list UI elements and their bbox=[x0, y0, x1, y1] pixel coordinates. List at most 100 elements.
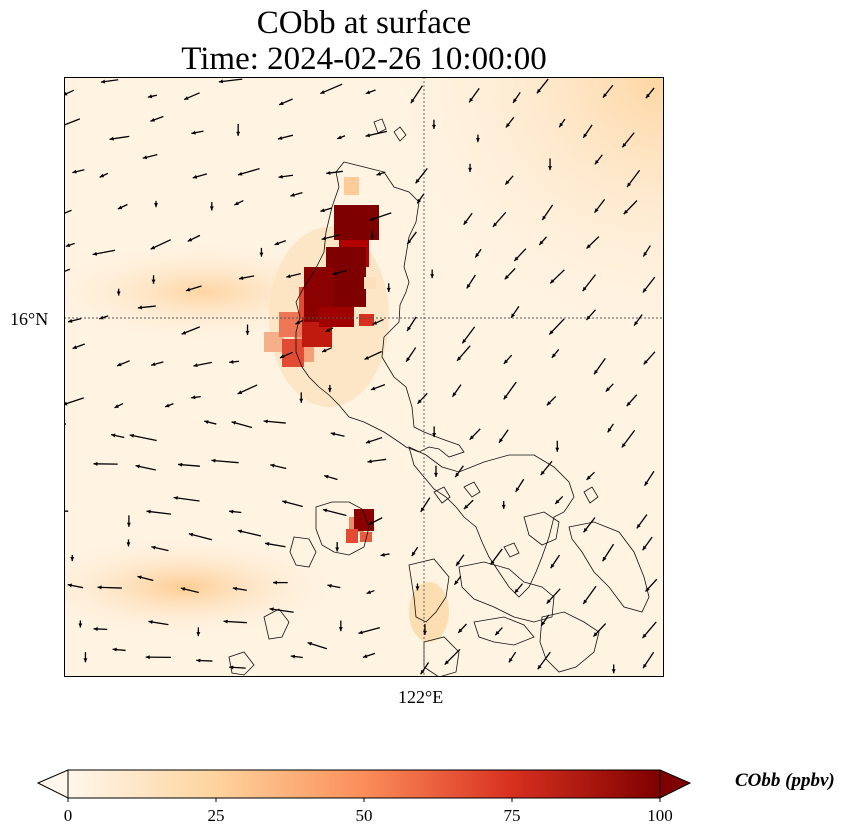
wind-arrow-head bbox=[503, 394, 508, 400]
wind-arrow-head bbox=[559, 122, 564, 128]
wind-arrow-head bbox=[367, 459, 372, 464]
wind-arrow-head bbox=[188, 532, 194, 537]
wind-arrow-head bbox=[358, 630, 363, 635]
wind-arrow-head bbox=[270, 463, 275, 468]
wind-arrow-head bbox=[192, 174, 198, 179]
wind-arrow-head bbox=[434, 472, 438, 477]
wind-arrow-head bbox=[100, 79, 106, 84]
wind-arrow-head bbox=[457, 356, 462, 361]
wind-arrow-head bbox=[93, 461, 98, 466]
wind-arrow-head bbox=[307, 641, 313, 646]
wind-arrow-head bbox=[501, 504, 506, 509]
wind-arrow-head bbox=[468, 167, 473, 172]
wind-arrow-head bbox=[330, 432, 336, 436]
wind-arrow-shaft bbox=[129, 434, 157, 442]
wind-arrow-head bbox=[623, 209, 628, 215]
wind-arrow-head bbox=[368, 521, 374, 525]
latitude-tick-label: 16°N bbox=[10, 309, 49, 329]
wind-arrow-head bbox=[514, 588, 519, 594]
wind-arrow-head bbox=[150, 117, 155, 122]
wind-arrow-head bbox=[505, 180, 510, 185]
wind-arrow-head bbox=[644, 481, 649, 486]
wind-arrow-head bbox=[265, 542, 270, 546]
wind-arrow-head bbox=[594, 159, 599, 165]
wind-arrow-head bbox=[237, 171, 243, 176]
wind-arrow-head bbox=[583, 133, 588, 138]
wind-arrow-head bbox=[83, 658, 88, 663]
wind-arrow-head bbox=[150, 245, 156, 250]
longitude-tick-label: 122°E bbox=[398, 687, 444, 707]
wind-arrow-head bbox=[548, 166, 553, 171]
wind-arrow-head bbox=[372, 320, 378, 325]
wind-arrow-head bbox=[622, 142, 627, 148]
map-panel bbox=[64, 77, 664, 677]
wind-arrow-shaft bbox=[64, 209, 72, 215]
wind-arrow-head bbox=[537, 664, 542, 670]
wind-arrow-head bbox=[444, 660, 449, 665]
wind-arrow-head bbox=[322, 348, 327, 353]
wind-arrow-head bbox=[277, 136, 283, 140]
wind-arrow-head bbox=[621, 443, 626, 448]
colorbar-gradient bbox=[67, 769, 661, 799]
wind-arrow-head bbox=[417, 399, 422, 404]
wind-arrow-head bbox=[582, 286, 587, 292]
wind-arrow-head bbox=[594, 208, 599, 213]
wind-arrow-head bbox=[238, 276, 244, 280]
wind-arrow-head bbox=[513, 98, 517, 103]
wind-arrow-head bbox=[642, 545, 647, 551]
wind-arrow-head bbox=[490, 560, 495, 565]
wind-arrow-head bbox=[586, 315, 591, 320]
wind-arrow-head bbox=[611, 669, 616, 674]
wind-arrow-head bbox=[204, 420, 209, 425]
wind-arrow-head bbox=[173, 496, 178, 500]
wind-arrow-head bbox=[223, 619, 228, 624]
wind-arrow-head bbox=[514, 256, 519, 261]
wind-arrow-head bbox=[469, 435, 474, 440]
wind-arrow-head bbox=[78, 623, 83, 628]
wind-arrow-head bbox=[380, 552, 385, 557]
wind-arrow-head bbox=[430, 274, 435, 279]
wind-arrow-head bbox=[555, 447, 560, 452]
concentration-plume-south bbox=[409, 582, 449, 642]
wind-arrow-head bbox=[181, 330, 187, 335]
wind-arrow-head bbox=[154, 203, 158, 208]
wind-arrow-shaft bbox=[64, 268, 71, 273]
wind-arrow-head bbox=[642, 663, 647, 669]
wind-arrow-head bbox=[586, 244, 591, 249]
wind-arrow-head bbox=[337, 135, 342, 140]
wind-arrow-head bbox=[634, 321, 639, 326]
wind-arrow-head bbox=[273, 580, 278, 585]
colorbar-tick-100: 100 bbox=[647, 806, 673, 825]
wind-arrow-head bbox=[99, 315, 104, 320]
wind-arrow-head bbox=[499, 438, 503, 443]
wind-arrow-head bbox=[642, 633, 647, 639]
wind-arrow-head bbox=[420, 669, 425, 675]
wind-arrow-head bbox=[322, 508, 328, 513]
wind-arrow-head bbox=[454, 580, 459, 585]
wind-arrow-head bbox=[117, 205, 123, 210]
colorbar-tick-25: 25 bbox=[207, 806, 225, 825]
wind-arrow-shaft bbox=[173, 496, 200, 502]
wind-arrow-head bbox=[452, 392, 457, 397]
wind-arrow-head bbox=[642, 288, 647, 293]
fire-hotspot-mindoro bbox=[346, 509, 374, 543]
wind-vectors bbox=[64, 78, 658, 675]
wind-arrow-head bbox=[67, 583, 72, 588]
wind-arrow-head bbox=[365, 90, 371, 95]
concentration-plume-southwest bbox=[64, 532, 354, 642]
wind-arrow-head bbox=[505, 123, 510, 128]
wind-arrow-head bbox=[279, 101, 284, 105]
wind-arrow-head bbox=[583, 527, 588, 533]
wind-arrow-head bbox=[151, 279, 156, 284]
wind-arrow-head bbox=[364, 355, 369, 360]
wind-arrow-head bbox=[180, 587, 186, 592]
wind-arrow-head bbox=[184, 96, 189, 100]
wind-arrow-head bbox=[229, 509, 234, 514]
wind-arrow-head bbox=[645, 93, 650, 99]
wind-arrow-head bbox=[193, 363, 198, 368]
colorbar-tick-75: 75 bbox=[503, 806, 521, 825]
wind-arrow-head bbox=[279, 354, 285, 359]
wind-arrow-head bbox=[92, 251, 98, 256]
wind-arrow-head bbox=[365, 439, 371, 444]
wind-arrow-head bbox=[299, 398, 304, 403]
